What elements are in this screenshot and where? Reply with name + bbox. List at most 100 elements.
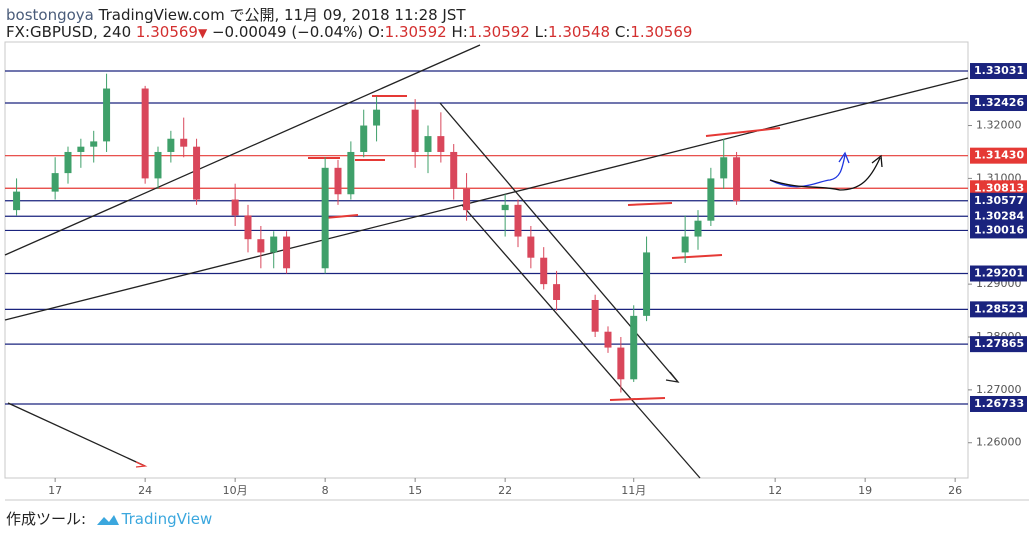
candle-body [527,236,535,258]
x-tick-label: 15 [408,484,422,497]
arrow-head [871,154,883,168]
level-label-box [970,336,1027,353]
axes: 1.320001.310001.290001.280001.270001.260… [48,63,1027,497]
arrow-head [135,461,148,468]
ohlc-value: 1.30592 [384,23,447,41]
candle-body [360,125,368,152]
candle-body [193,146,201,200]
candle-body [707,178,715,221]
x-tick-label: 24 [138,484,152,497]
arrow-head [665,371,680,383]
trend-line [4,44,481,256]
candle-body [103,88,111,142]
candle-body [553,284,561,300]
footer: 作成ツール: TradingView [6,508,212,529]
forecast-arrow [769,154,846,188]
plot-frame [4,41,969,479]
candle-body [437,136,445,152]
level-label-box [970,192,1027,209]
level-label: 1.28523 [974,302,1024,315]
chart: 1.320001.310001.290001.280001.270001.260… [4,41,1029,501]
ohlc-key: O: [368,23,385,41]
candle-body [334,167,342,195]
author: bostongoya [6,6,94,24]
marker-line [324,214,359,219]
down-arrow: ▼ [197,26,208,40]
x-tick-label: 19 [858,484,872,497]
marker-line [627,202,673,206]
brand-logo [96,515,119,525]
level-label: 1.32426 [974,96,1024,109]
candle-body [244,215,252,240]
candle-body [514,204,522,237]
candle-body [630,315,638,380]
ohlc-key: H: [451,23,468,41]
level-label-box [970,265,1027,282]
candle-body [643,252,651,316]
marker-line [671,254,723,259]
symbol: FX:GBPUSD, 240 [6,23,132,41]
level-label: 1.30016 [974,223,1024,236]
level-label-box [970,208,1027,225]
candle-body [51,173,59,192]
candle-body [424,136,432,152]
header: bostongoya TradingView.com で公開, 11月 09, … [6,4,466,25]
candle-body [373,109,381,126]
x-tick-label: 22 [498,484,512,497]
level-label: 1.26733 [974,397,1024,410]
candle-body [13,191,21,211]
candle-body [681,236,689,253]
y-tick-label: 1.27000 [976,383,1022,396]
candle-body [540,257,548,285]
x-tick-label: 10月 [223,484,248,497]
level-label-box [970,63,1027,80]
channel-line [461,204,701,479]
candle-body [694,220,702,237]
marker-line [609,397,666,401]
level-label: 1.30813 [974,181,1024,194]
candle-body [180,138,188,147]
candle-body [167,138,175,152]
level-label-box [970,222,1027,239]
candle-body [604,331,612,348]
level-label-box [970,395,1027,412]
level-label: 1.30577 [974,194,1024,207]
level-label: 1.33031 [974,64,1024,77]
candle-body [154,151,162,179]
trend-line [7,402,146,467]
level-label: 1.27865 [974,337,1024,350]
change: −0.00049 (−0.04%) [211,23,364,41]
level-label: 1.30284 [974,209,1024,222]
channel-line [439,102,679,383]
ohlc-key: C: [614,23,631,41]
marker-line [705,127,781,137]
forecast-arrow [769,157,881,191]
candle-body [463,188,471,211]
candle-body [450,151,458,189]
candle-body [720,157,728,179]
candle-body [591,299,599,332]
trend-line [4,77,969,321]
level-label-box [970,147,1027,164]
candle-body [617,347,625,380]
ohlc-value: 1.30569 [630,23,693,41]
y-tick-label: 1.32000 [976,119,1022,132]
candle-body [141,88,149,179]
grid [54,125,972,482]
x-tick-label: 17 [48,484,62,497]
brand[interactable]: TradingView [121,510,213,528]
ohlc-value: 1.30548 [548,23,611,41]
logo-shape [96,515,119,525]
drawings [4,44,969,479]
candle-body [411,109,419,152]
candle-body [347,151,355,195]
ohlc-key: L: [534,23,549,41]
y-tick-label: 1.26000 [976,436,1022,449]
candle-body [77,146,85,152]
level-label: 1.29201 [974,267,1024,280]
level-label-box [970,301,1027,318]
arrow-head [838,151,850,164]
candles [13,73,741,393]
candle-body [270,236,278,253]
